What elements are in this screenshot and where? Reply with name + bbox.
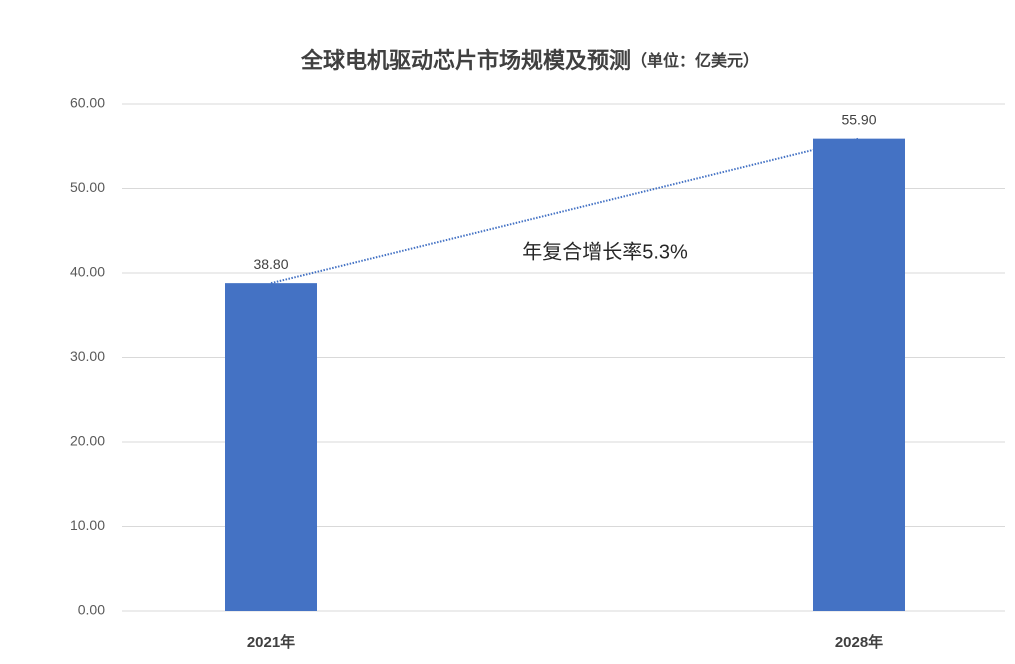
y-tick-label: 30.00	[70, 348, 105, 364]
y-tick-label: 10.00	[70, 517, 105, 533]
y-tick-label: 0.00	[78, 602, 105, 618]
y-tick-label: 50.00	[70, 179, 105, 195]
x-tick-label: 2028年	[835, 633, 883, 651]
chart-title: 全球电机驱动芯片市场规模及预测	[300, 48, 631, 73]
chart-title-group: 全球电机驱动芯片市场规模及预测（单位：亿美元）	[300, 48, 759, 73]
x-tick-label: 2021年	[247, 633, 295, 651]
y-tick-label: 20.00	[70, 433, 105, 449]
value-label: 38.80	[253, 256, 288, 272]
value-label: 55.90	[841, 111, 876, 127]
annotation: 年复合增长率5.3%	[522, 240, 688, 263]
bar	[813, 138, 905, 611]
chart-subtitle: （单位：亿美元）	[631, 51, 759, 70]
bar	[225, 283, 317, 611]
trendline	[270, 137, 860, 285]
y-tick-label: 60.00	[70, 95, 105, 111]
y-tick-label: 40.00	[70, 264, 105, 280]
